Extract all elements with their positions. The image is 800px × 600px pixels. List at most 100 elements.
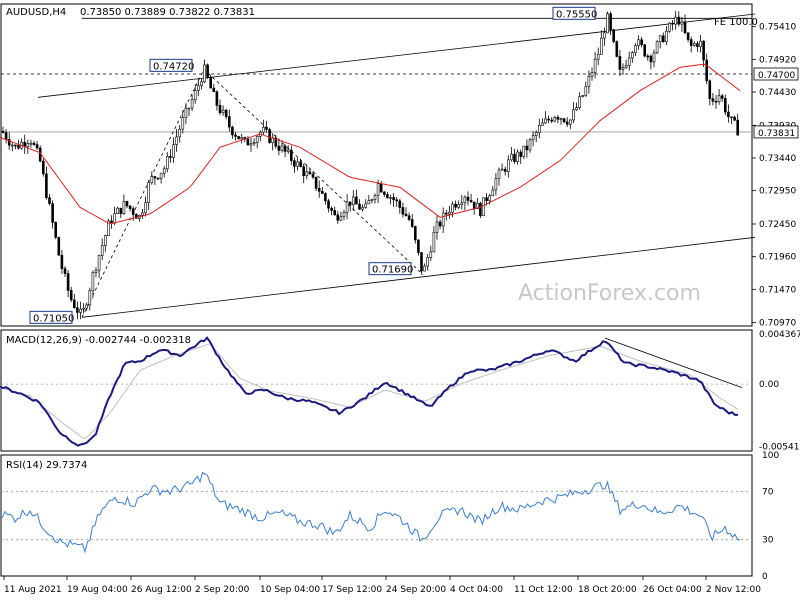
- candle-body: [699, 40, 702, 48]
- candle-body: [618, 56, 622, 70]
- price-y-tick-label: 0.72950: [759, 187, 796, 197]
- candle: [73, 293, 76, 309]
- candle-body: [228, 116, 231, 128]
- candle-body: [60, 254, 64, 269]
- candle: [417, 239, 420, 256]
- candle-body: [370, 199, 374, 201]
- candle: [159, 172, 163, 184]
- axes: 0.754100.749200.744300.739300.734400.729…: [3, 23, 800, 595]
- candle: [420, 252, 423, 275]
- candle-body: [596, 54, 600, 60]
- candle: [674, 10, 678, 30]
- candle-body: [153, 176, 157, 179]
- candle-body: [637, 39, 640, 46]
- x-tick-label: 24 Sep 20:00: [386, 585, 446, 595]
- candle-body: [612, 29, 616, 42]
- candle: [262, 119, 265, 136]
- candle: [497, 167, 501, 186]
- candle-body: [494, 178, 498, 191]
- candle-body: [26, 143, 30, 147]
- candle-body: [85, 304, 88, 309]
- candle-body: [525, 145, 529, 151]
- candle: [702, 40, 705, 67]
- candle: [568, 119, 572, 130]
- candle: [255, 134, 259, 149]
- candle: [277, 138, 281, 156]
- price-y-tick-label: 0.70970: [759, 319, 796, 329]
- candle-body: [413, 226, 417, 241]
- candle: [296, 157, 299, 171]
- candle-body: [4, 132, 8, 140]
- candle: [203, 59, 206, 84]
- candle-body: [169, 156, 172, 158]
- candle-body: [299, 161, 302, 167]
- candle: [234, 131, 237, 141]
- candle: [696, 41, 699, 52]
- candle-body: [407, 215, 411, 220]
- candle: [41, 158, 45, 177]
- candle-body: [355, 196, 358, 205]
- candle-body: [317, 187, 321, 192]
- candle-body: [379, 183, 383, 193]
- candle-body: [696, 43, 699, 48]
- candle: [513, 148, 516, 164]
- candle-body: [553, 116, 557, 122]
- candle: [26, 139, 30, 154]
- candle-body: [627, 57, 631, 66]
- candle-body: [556, 116, 560, 120]
- candle: [231, 125, 234, 139]
- price-y-tick-label: 0.71960: [759, 253, 796, 263]
- candle: [215, 90, 219, 111]
- candle-body: [398, 200, 402, 208]
- candle-body: [466, 196, 470, 201]
- price-level-badge: 0.73831: [753, 125, 799, 139]
- candle: [519, 149, 523, 164]
- candle-body: [166, 156, 169, 170]
- candle-body: [262, 127, 265, 133]
- candle: [590, 67, 594, 81]
- candle: [128, 205, 132, 212]
- candle: [355, 189, 358, 205]
- candle-body: [32, 142, 36, 145]
- candle-body: [345, 201, 349, 213]
- candle: [500, 163, 504, 171]
- candle-body: [727, 111, 730, 118]
- candle-body: [692, 43, 696, 46]
- candle-body: [135, 214, 138, 219]
- candle: [348, 201, 352, 212]
- candle-body: [63, 268, 67, 274]
- candle: [221, 105, 225, 116]
- candle: [658, 35, 662, 49]
- candle-body: [661, 35, 665, 43]
- candle: [342, 209, 346, 221]
- candle: [634, 43, 637, 57]
- candle: [184, 103, 188, 125]
- candle-body: [358, 203, 361, 210]
- candle: [212, 83, 216, 93]
- annotation-box: [149, 58, 193, 72]
- candle-body: [351, 196, 355, 206]
- candle-body: [606, 13, 609, 34]
- candle-body: [94, 269, 98, 273]
- candle: [714, 94, 718, 109]
- candle-body: [714, 100, 718, 103]
- candle-body: [289, 149, 293, 161]
- candle: [147, 179, 150, 211]
- candle: [438, 219, 442, 230]
- candle-body: [686, 32, 690, 40]
- fe-label: FE 100.0: [714, 17, 758, 28]
- candle: [559, 117, 563, 125]
- candle: [141, 209, 144, 219]
- candle: [116, 206, 119, 214]
- candle: [333, 206, 337, 216]
- candle-body: [156, 177, 160, 180]
- candle: [302, 163, 306, 184]
- candle: [444, 209, 448, 221]
- candle: [169, 149, 172, 163]
- candle: [265, 120, 268, 133]
- candle: [553, 115, 557, 123]
- candle-body: [389, 197, 392, 199]
- candle: [351, 190, 355, 211]
- candle-body: [327, 200, 330, 209]
